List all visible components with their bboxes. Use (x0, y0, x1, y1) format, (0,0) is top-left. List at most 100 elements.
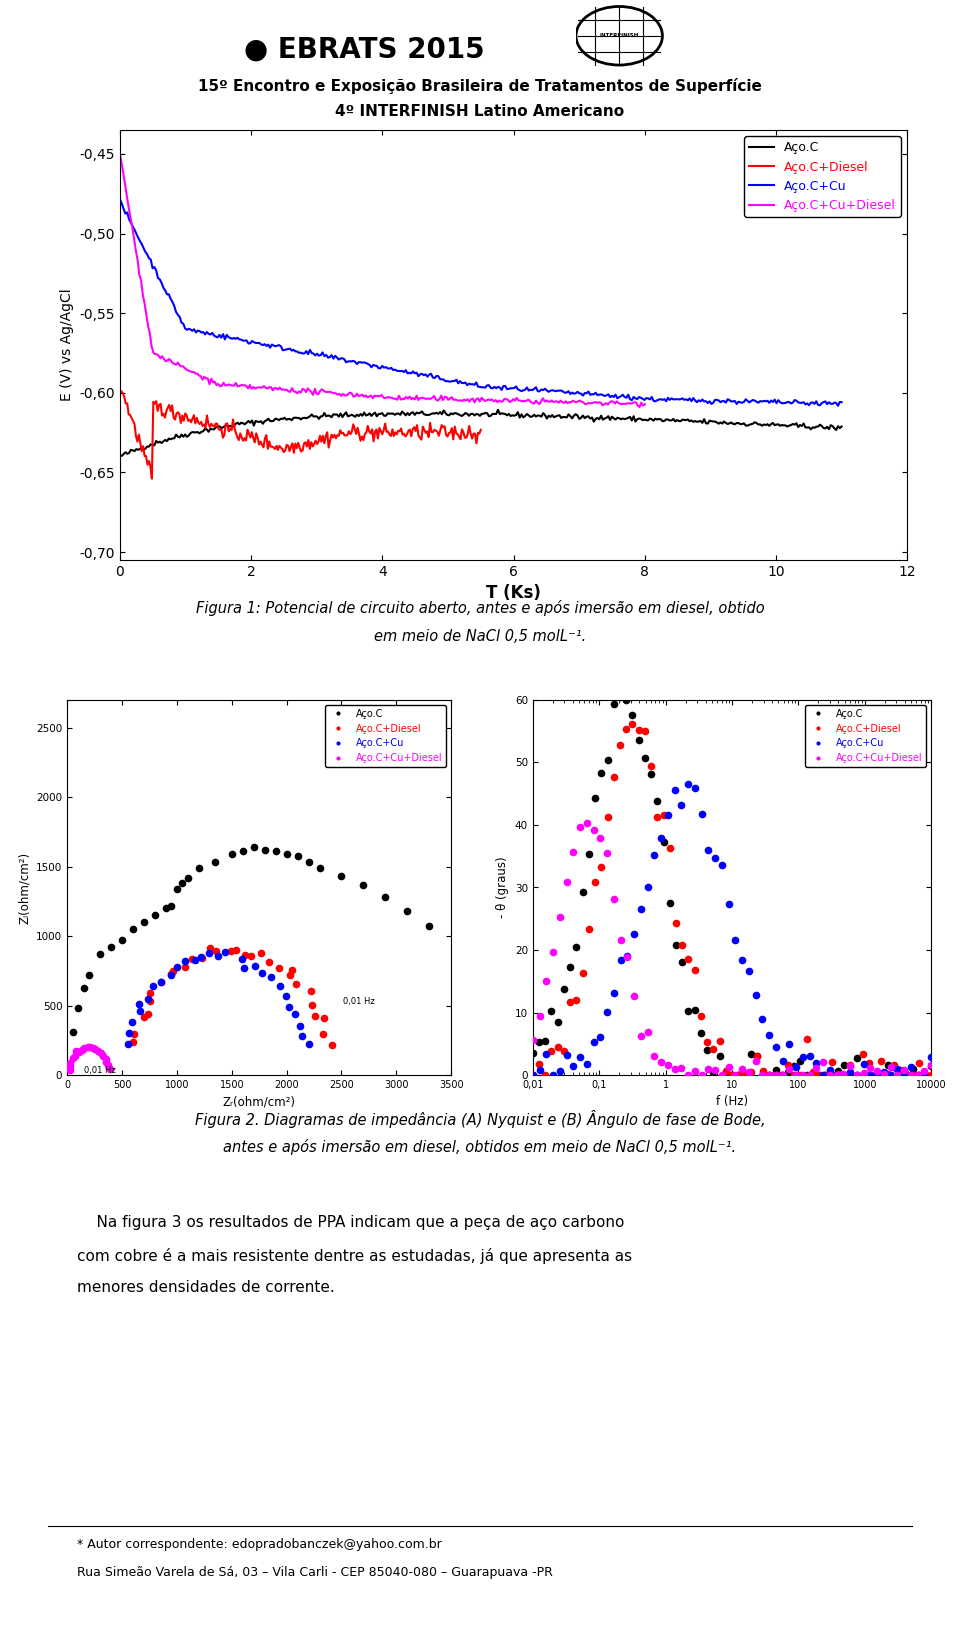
Point (579, 1052, 594, 1078)
Point (811, 1062, 827, 1088)
Point (743, 1041, 758, 1067)
Point (675, 932, 690, 958)
X-axis label: Zᵣ(ohm/cm²): Zᵣ(ohm/cm²) (223, 1096, 296, 1109)
Point (625, 711, 640, 737)
Aço.C+Diesel (146, 468, 157, 488)
Text: menores densidades de corrente.: menores densidades de corrente. (77, 1280, 334, 1294)
Point (104, 935, 119, 961)
Aço.C+Cu (836, 392, 848, 411)
Point (102, 1055, 117, 1081)
Point (876, 1060, 892, 1086)
Point (158, 896, 174, 922)
Point (67, 1044, 83, 1070)
Point (640, 1020, 656, 1046)
Point (634, 896, 649, 922)
Point (254, 959, 270, 985)
Point (850, 1062, 865, 1088)
Point (890, 1062, 905, 1088)
Text: 0,01 Hz: 0,01 Hz (84, 1065, 116, 1075)
Point (272, 972, 287, 998)
Point (741, 1059, 756, 1085)
Aço.C+Cu (832, 397, 844, 416)
Point (552, 904, 567, 930)
Point (87, 1036, 103, 1062)
Point (531, 1052, 546, 1078)
Point (612, 948, 628, 974)
Point (271, 954, 286, 980)
Point (724, 1062, 739, 1088)
Point (76, 974, 91, 1000)
Point (893, 1057, 908, 1083)
Point (136, 1003, 152, 1029)
Point (918, 1062, 933, 1088)
Point (70, 995, 85, 1021)
Text: ● EBRATS 2015: ● EBRATS 2015 (245, 36, 485, 63)
Point (92, 941, 108, 967)
Point (563, 954, 578, 980)
Point (681, 998, 696, 1024)
Point (295, 1023, 310, 1049)
Point (731, 1062, 746, 1088)
Point (802, 1044, 817, 1070)
Point (195, 945, 210, 971)
Point (99, 1046, 114, 1072)
Point (694, 800, 709, 826)
Point (257, 837, 273, 863)
Point (761, 1062, 777, 1088)
Point (768, 1057, 783, 1083)
Point (65, 1044, 81, 1070)
Point (62, 1054, 78, 1080)
Point (856, 1060, 872, 1086)
Point (924, 1052, 939, 1078)
Aço.C (638, 410, 650, 429)
Point (532, 1057, 547, 1083)
Aço.C+Diesel (324, 431, 336, 450)
Point (637, 745, 653, 771)
Point (924, 1054, 939, 1080)
Text: 15º Encontro e Exposição Brasileira de Tratamentos de Superfície: 15º Encontro e Exposição Brasileira de T… (198, 78, 762, 94)
Point (187, 948, 203, 974)
Point (565, 1054, 581, 1080)
Point (600, 803, 615, 829)
Point (693, 1003, 708, 1029)
Point (712, 1042, 728, 1068)
Point (731, 1062, 746, 1088)
Point (795, 1044, 810, 1070)
Point (660, 1052, 676, 1078)
Point (829, 1062, 845, 1088)
Point (559, 1042, 574, 1068)
Point (308, 1003, 324, 1029)
Point (667, 777, 683, 803)
Aço.C (836, 416, 848, 436)
Point (687, 958, 703, 984)
Point (755, 1062, 770, 1088)
Point (830, 1059, 846, 1085)
Point (743, 1059, 758, 1085)
Aço.C (351, 405, 363, 424)
Point (71, 1039, 86, 1065)
Point (815, 1062, 830, 1088)
Aço.C+Diesel (265, 437, 276, 457)
Point (917, 1059, 932, 1085)
Point (708, 1057, 723, 1083)
Text: com cobre é a mais resistente dentre as estudadas, já que apresenta as: com cobre é a mais resistente dentre as … (77, 1247, 632, 1263)
Point (228, 937, 244, 963)
Point (284, 956, 300, 982)
Point (550, 1010, 565, 1036)
Point (543, 998, 559, 1024)
Point (829, 1062, 845, 1088)
Point (281, 995, 297, 1021)
Point (290, 842, 305, 868)
Point (905, 1062, 921, 1088)
Point (681, 1062, 696, 1088)
Point (178, 948, 193, 974)
Point (886, 1054, 901, 1080)
Point (708, 846, 723, 872)
Legend: Aço.C, Aço.C+Diesel, Aço.C+Cu, Aço.C+Cu+Diesel: Aço.C, Aço.C+Diesel, Aço.C+Cu, Aço.C+Cu+… (744, 137, 900, 216)
Point (178, 954, 193, 980)
Point (94, 1041, 109, 1067)
Text: INTERFINISH: INTERFINISH (599, 33, 639, 39)
Point (525, 1039, 540, 1065)
Point (781, 1055, 797, 1081)
Point (599, 998, 614, 1024)
